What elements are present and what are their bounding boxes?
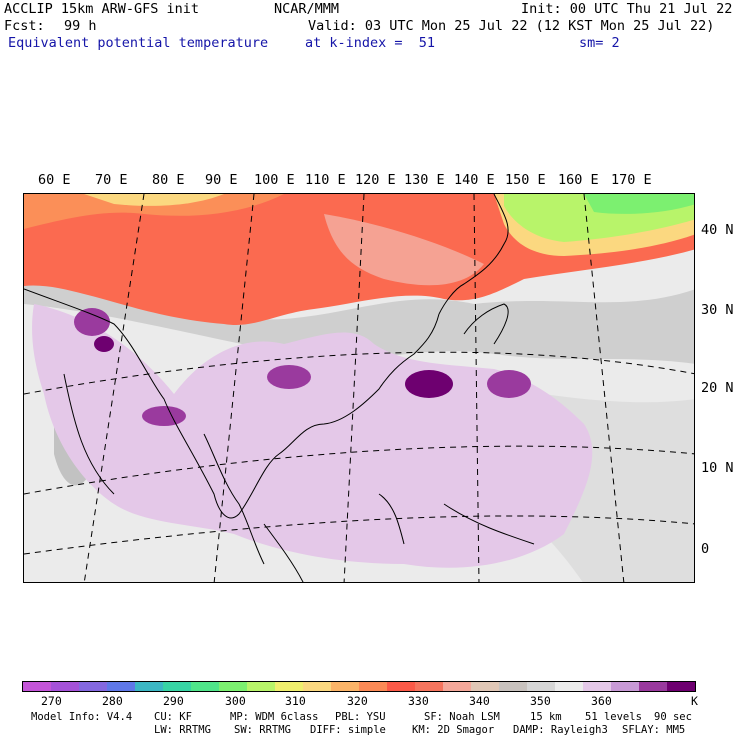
colorbar-swatch-21 bbox=[611, 682, 639, 691]
colorbar-swatch-14 bbox=[415, 682, 443, 691]
lon-label: 130 E bbox=[404, 172, 445, 188]
lat-label: 10 N bbox=[701, 460, 734, 476]
colorbar-swatch-5 bbox=[163, 682, 191, 691]
smooth-label: sm= 2 bbox=[579, 35, 620, 51]
colorbar-swatch-20 bbox=[583, 682, 611, 691]
colorbar-swatch-13 bbox=[387, 682, 415, 691]
lon-label: 100 E bbox=[254, 172, 295, 188]
lon-label: 60 E bbox=[38, 172, 71, 188]
footer-damp: DAMP: Rayleigh3 bbox=[513, 724, 608, 736]
field-name: Equivalent potential temperature bbox=[8, 35, 269, 51]
lon-label: 160 E bbox=[558, 172, 599, 188]
colorbar-tick: 300 bbox=[225, 694, 246, 708]
colorbar-tick: 330 bbox=[408, 694, 429, 708]
colorbar-swatch-2 bbox=[79, 682, 107, 691]
footer-km: KM: 2D Smagor bbox=[412, 724, 495, 736]
colorbar-swatch-17 bbox=[499, 682, 527, 691]
colorbar bbox=[22, 681, 696, 692]
lat-label: 0 bbox=[701, 541, 710, 557]
footer-diff: DIFF: simple bbox=[310, 724, 386, 736]
colorbar-unit: K bbox=[691, 694, 698, 708]
footer-lw: LW: RRTMG bbox=[154, 724, 211, 736]
colorbar-swatch-8 bbox=[247, 682, 275, 691]
light-purple-region bbox=[32, 304, 593, 568]
footer-cu: CU: KF bbox=[154, 711, 192, 723]
map-canvas bbox=[24, 194, 694, 582]
footer-levels: 51 levels bbox=[585, 711, 642, 723]
footer-timestep: 90 sec bbox=[654, 711, 692, 723]
colorbar-swatch-19 bbox=[555, 682, 583, 691]
footer-res: 15 km bbox=[530, 711, 562, 723]
fcst-value: 99 h bbox=[64, 18, 97, 34]
colorbar-swatch-18 bbox=[527, 682, 555, 691]
purple-patch-pakistan bbox=[74, 308, 110, 336]
title-left: ACCLIP 15km ARW-GFS init bbox=[4, 1, 200, 17]
ne-green-dark bbox=[584, 194, 694, 214]
level-label: at k-index = 51 bbox=[305, 35, 436, 51]
colorbar-tick: 310 bbox=[285, 694, 306, 708]
gray-band bbox=[24, 264, 694, 364]
colorbar-swatch-1 bbox=[51, 682, 79, 691]
valid-time: Valid: 03 UTC Mon 25 Jul 22 (12 KST Mon … bbox=[308, 18, 715, 34]
colorbar-swatch-6 bbox=[191, 682, 219, 691]
colorbar-swatch-11 bbox=[331, 682, 359, 691]
footer-mp: MP: WDM 6class bbox=[230, 711, 319, 723]
lon-label: 150 E bbox=[505, 172, 546, 188]
lon-label: 120 E bbox=[355, 172, 396, 188]
purple-patch-china bbox=[267, 365, 311, 389]
orange-patch bbox=[24, 194, 284, 229]
footer-sf: SF: Noah LSM bbox=[424, 711, 500, 723]
colorbar-swatch-23 bbox=[667, 682, 695, 691]
footer-sflay: SFLAY: MM5 bbox=[622, 724, 686, 736]
warm-light-patch bbox=[324, 214, 484, 286]
colorbar-tick: 320 bbox=[347, 694, 368, 708]
colorbar-swatch-9 bbox=[275, 682, 303, 691]
lon-label: 80 E bbox=[152, 172, 185, 188]
fcst-label: Fcst: bbox=[4, 18, 45, 34]
purple-patch-pacific bbox=[487, 370, 531, 398]
lon-label: 170 E bbox=[611, 172, 652, 188]
colorbar-swatch-16 bbox=[471, 682, 499, 691]
lon-label: 70 E bbox=[95, 172, 128, 188]
title-center: NCAR/MMM bbox=[274, 1, 340, 17]
colorbar-swatch-10 bbox=[303, 682, 331, 691]
dark-patch-pakistan bbox=[94, 336, 114, 352]
lon-label: 140 E bbox=[454, 172, 495, 188]
footer-model-info: Model Info: V4.4 bbox=[31, 711, 133, 723]
colorbar-swatch-7 bbox=[219, 682, 247, 691]
colorbar-tick: 360 bbox=[591, 694, 612, 708]
purple-patch-bengal bbox=[142, 406, 186, 426]
colorbar-swatch-22 bbox=[639, 682, 667, 691]
colorbar-tick: 350 bbox=[530, 694, 551, 708]
lon-label: 90 E bbox=[205, 172, 238, 188]
footer-sw: SW: RRTMG bbox=[234, 724, 291, 736]
colorbar-swatch-0 bbox=[23, 682, 51, 691]
colorbar-swatch-12 bbox=[359, 682, 387, 691]
lat-label: 30 N bbox=[701, 302, 734, 318]
yellow-patch bbox=[84, 194, 224, 206]
lon-label: 110 E bbox=[305, 172, 346, 188]
graticule bbox=[24, 194, 694, 582]
coastlines bbox=[24, 194, 535, 582]
colorbar-tick: 280 bbox=[102, 694, 123, 708]
dark-patch-japan bbox=[405, 370, 453, 398]
colorbar-tick: 290 bbox=[163, 694, 184, 708]
colorbar-swatch-15 bbox=[443, 682, 471, 691]
colorbar-swatch-3 bbox=[107, 682, 135, 691]
footer-pbl: PBL: YSU bbox=[335, 711, 386, 723]
theta-e-map bbox=[23, 193, 695, 583]
colorbar-tick: 270 bbox=[41, 694, 62, 708]
init-time: Init: 00 UTC Thu 21 Jul 22 bbox=[521, 1, 733, 17]
lat-label: 20 N bbox=[701, 380, 734, 396]
lat-label: 40 N bbox=[701, 222, 734, 238]
colorbar-tick: 340 bbox=[469, 694, 490, 708]
colorbar-swatch-4 bbox=[135, 682, 163, 691]
